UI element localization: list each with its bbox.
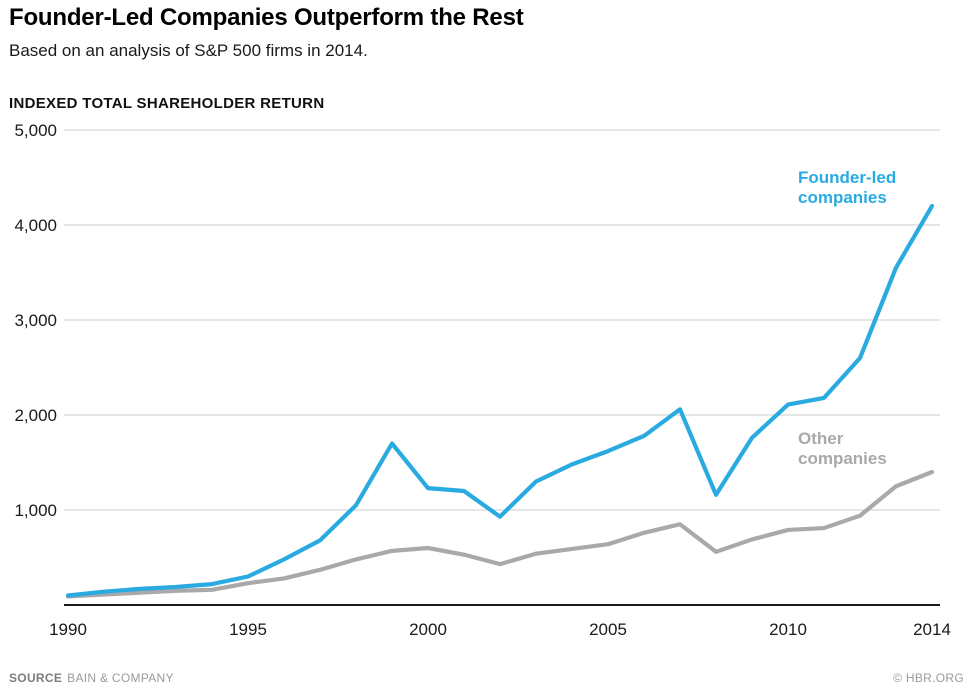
x-tick-label-2000: 2000 (409, 620, 447, 639)
line-chart: 1,000 2,000 3,000 4,000 5,000 1990 1995 2000 200… (0, 118, 975, 663)
other-companies-series-label-line2: companies (798, 449, 887, 468)
y-tick-label-1000: 1,000 (14, 501, 57, 520)
page-title: Founder-Led Companies Outperform the Res… (9, 4, 524, 31)
y-tick-label-4000: 4,000 (14, 216, 57, 235)
page-subtitle: Based on an analysis of S&P 500 firms in… (9, 41, 368, 60)
source-value: BAIN & COMPANY (67, 671, 174, 685)
other-companies-series-label: Other companies (798, 429, 887, 469)
other-companies-series-label-line1: Other (798, 429, 844, 448)
y-tick-label-3000: 3,000 (14, 311, 57, 330)
y-tick-label-2000: 2,000 (14, 406, 57, 425)
y-axis-title: INDEXED TOTAL SHAREHOLDER RETURN (9, 95, 325, 112)
x-tick-label-2005: 2005 (589, 620, 627, 639)
line-chart-canvas: 1,000 2,000 3,000 4,000 5,000 1990 1995 2000 200… (14, 121, 951, 639)
founder-led-series-label-line1: Founder-led (798, 168, 897, 187)
founder-led-series-label-line2: companies (798, 188, 887, 207)
source-label: SOURCE (9, 671, 63, 685)
source-attribution: SOURCE BAIN & COMPANY (9, 671, 174, 685)
x-tick-label-1990: 1990 (49, 620, 87, 639)
credit-hbr: © HBR.ORG (893, 671, 964, 685)
founder-led-series-label: Founder-led companies (798, 168, 896, 208)
x-tick-label-1995: 1995 (229, 620, 267, 639)
x-tick-label-2010: 2010 (769, 620, 807, 639)
series-line-founder-led-companies (65, 203, 935, 598)
y-tick-label-5000: 5,000 (14, 121, 57, 140)
series-line-other-companies (65, 469, 935, 599)
x-tick-label-2014: 2014 (913, 620, 951, 639)
